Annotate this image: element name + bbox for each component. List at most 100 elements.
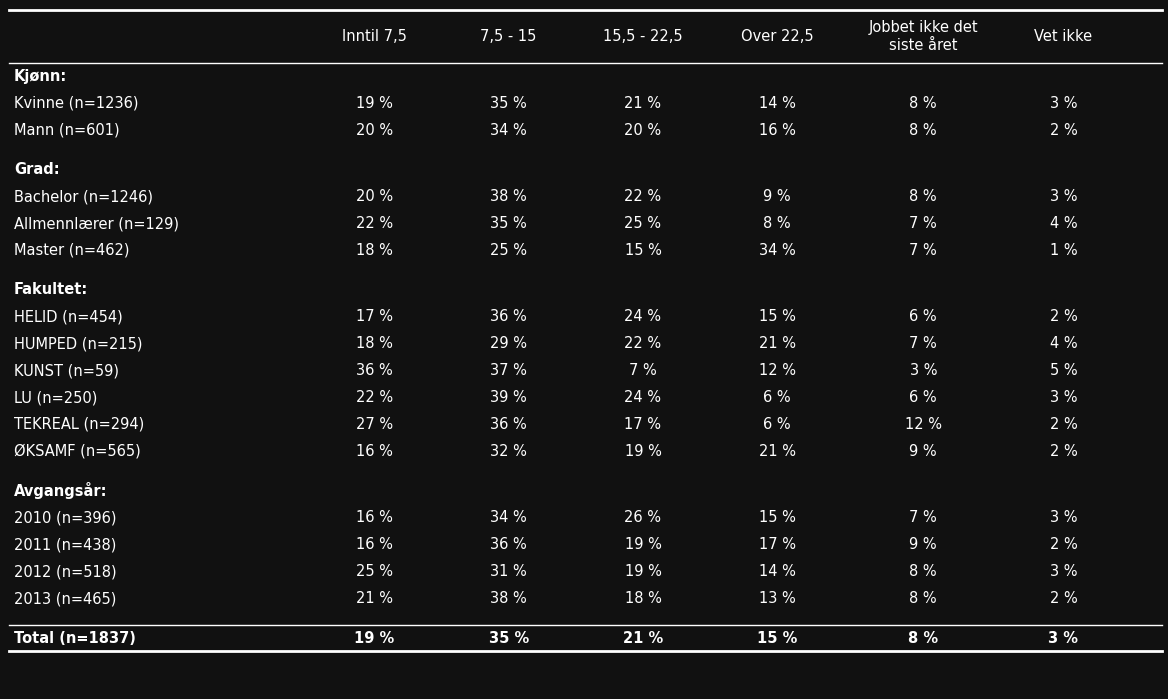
Text: 8 %: 8 % [910, 564, 937, 579]
Text: 34 %: 34 % [491, 510, 527, 525]
Text: 19 %: 19 % [625, 564, 661, 579]
Text: 2012 (n=518): 2012 (n=518) [14, 564, 117, 579]
Text: Jobbet ikke det
siste året: Jobbet ikke det siste året [869, 20, 978, 53]
Text: 35 %: 35 % [491, 216, 527, 231]
Text: 7 %: 7 % [910, 216, 937, 231]
Text: 5 %: 5 % [1050, 363, 1077, 378]
Text: 37 %: 37 % [491, 363, 527, 378]
Text: 9 %: 9 % [910, 538, 937, 552]
Text: 19 %: 19 % [625, 538, 661, 552]
Text: 2 %: 2 % [1050, 444, 1077, 459]
Text: 2 %: 2 % [1050, 310, 1077, 324]
Text: 32 %: 32 % [491, 444, 527, 459]
Text: 15 %: 15 % [759, 310, 795, 324]
Text: 14 %: 14 % [759, 96, 795, 110]
Text: KUNST (n=59): KUNST (n=59) [14, 363, 119, 378]
Text: Inntil 7,5: Inntil 7,5 [342, 29, 406, 44]
Text: 3 %: 3 % [910, 363, 937, 378]
Text: 25 %: 25 % [356, 564, 392, 579]
Text: 25 %: 25 % [625, 216, 661, 231]
Text: 38 %: 38 % [491, 591, 527, 606]
Text: 3 %: 3 % [1050, 564, 1077, 579]
Text: 16 %: 16 % [356, 538, 392, 552]
Text: 36 %: 36 % [491, 538, 527, 552]
Text: 4 %: 4 % [1050, 216, 1077, 231]
Text: 7 %: 7 % [630, 363, 656, 378]
Text: 17 %: 17 % [625, 417, 661, 432]
Text: 14 %: 14 % [759, 564, 795, 579]
Text: 18 %: 18 % [356, 336, 392, 351]
Text: Total (n=1837): Total (n=1837) [14, 630, 135, 645]
Text: 16 %: 16 % [356, 444, 392, 459]
Text: ØKSAMF (n=565): ØKSAMF (n=565) [14, 444, 141, 459]
Text: Vet ikke: Vet ikke [1035, 29, 1092, 44]
Text: 20 %: 20 % [356, 123, 392, 138]
Text: Master (n=462): Master (n=462) [14, 243, 130, 258]
Text: TEKREAL (n=294): TEKREAL (n=294) [14, 417, 145, 432]
Text: 6 %: 6 % [764, 390, 791, 405]
Text: 16 %: 16 % [759, 123, 795, 138]
Text: 15 %: 15 % [759, 510, 795, 525]
Text: 17 %: 17 % [356, 310, 392, 324]
Text: HELID (n=454): HELID (n=454) [14, 310, 123, 324]
Text: 17 %: 17 % [759, 538, 795, 552]
Text: 3 %: 3 % [1050, 390, 1077, 405]
Text: 12 %: 12 % [905, 417, 941, 432]
Text: 3 %: 3 % [1049, 630, 1078, 645]
Text: 8 %: 8 % [909, 630, 938, 645]
Text: 22 %: 22 % [625, 336, 661, 351]
Text: Fakultet:: Fakultet: [14, 282, 89, 297]
Text: Grad:: Grad: [14, 162, 60, 177]
Text: HUMPED (n=215): HUMPED (n=215) [14, 336, 142, 351]
Text: 16 %: 16 % [356, 510, 392, 525]
Text: 34 %: 34 % [759, 243, 795, 258]
Text: 36 %: 36 % [356, 363, 392, 378]
Text: 24 %: 24 % [625, 310, 661, 324]
Text: 8 %: 8 % [910, 591, 937, 606]
Text: 2 %: 2 % [1050, 417, 1077, 432]
Text: 38 %: 38 % [491, 189, 527, 204]
Text: 9 %: 9 % [764, 189, 791, 204]
Text: 36 %: 36 % [491, 310, 527, 324]
Text: 9 %: 9 % [910, 444, 937, 459]
Text: Bachelor (n=1246): Bachelor (n=1246) [14, 189, 153, 204]
Text: 15 %: 15 % [625, 243, 661, 258]
Text: 19 %: 19 % [354, 630, 395, 645]
Text: 21 %: 21 % [623, 630, 663, 645]
Text: Allmennlærer (n=129): Allmennlærer (n=129) [14, 216, 179, 231]
Text: 22 %: 22 % [356, 216, 392, 231]
Text: 31 %: 31 % [491, 564, 527, 579]
Text: 20 %: 20 % [356, 189, 392, 204]
Text: 36 %: 36 % [491, 417, 527, 432]
Text: 3 %: 3 % [1050, 189, 1077, 204]
Text: 13 %: 13 % [759, 591, 795, 606]
Text: 8 %: 8 % [910, 96, 937, 110]
Text: Kvinne (n=1236): Kvinne (n=1236) [14, 96, 139, 110]
Text: 34 %: 34 % [491, 123, 527, 138]
Text: 18 %: 18 % [356, 243, 392, 258]
Text: 12 %: 12 % [759, 363, 795, 378]
Text: 20 %: 20 % [625, 123, 661, 138]
Text: 26 %: 26 % [625, 510, 661, 525]
Text: 15 %: 15 % [757, 630, 798, 645]
Text: 4 %: 4 % [1050, 336, 1077, 351]
Text: 7,5 - 15: 7,5 - 15 [480, 29, 537, 44]
Text: 2 %: 2 % [1050, 591, 1077, 606]
Text: 35 %: 35 % [488, 630, 529, 645]
Text: 21 %: 21 % [356, 591, 392, 606]
Text: 2 %: 2 % [1050, 538, 1077, 552]
Text: 6 %: 6 % [764, 417, 791, 432]
Text: 19 %: 19 % [356, 96, 392, 110]
Text: 24 %: 24 % [625, 390, 661, 405]
Text: 21 %: 21 % [759, 444, 795, 459]
Text: 6 %: 6 % [910, 390, 937, 405]
Text: 2011 (n=438): 2011 (n=438) [14, 538, 117, 552]
Text: 3 %: 3 % [1050, 510, 1077, 525]
Text: Over 22,5: Over 22,5 [741, 29, 814, 44]
Text: Avgangsår:: Avgangsår: [14, 482, 107, 499]
Text: 2013 (n=465): 2013 (n=465) [14, 591, 117, 606]
Text: 2 %: 2 % [1050, 123, 1077, 138]
Text: 8 %: 8 % [764, 216, 791, 231]
Text: 1 %: 1 % [1050, 243, 1077, 258]
Text: 29 %: 29 % [491, 336, 527, 351]
